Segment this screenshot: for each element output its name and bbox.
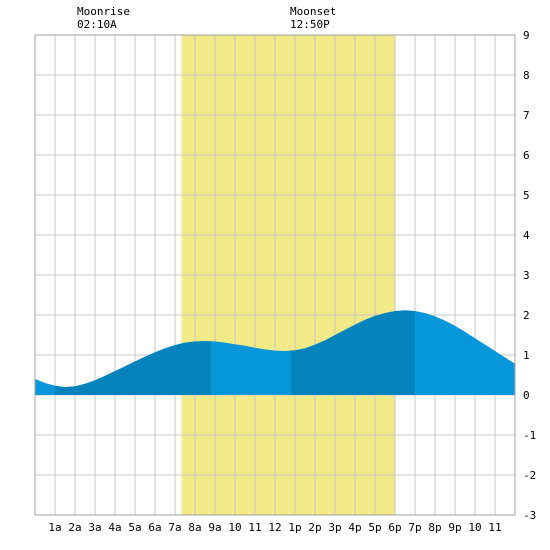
y-tick-label: 7 xyxy=(523,109,530,122)
y-tick-label: 6 xyxy=(523,149,530,162)
x-tick-label: 6a xyxy=(148,521,161,534)
moonset-label: Moonset xyxy=(290,5,336,18)
tide-area-light xyxy=(211,341,291,395)
x-tick-labels: 1a 2a 3a 4a 5a 6a 7a 8a 9a 10 11 12 1p 2p 3p 4p 5p 6p 7p 8p… xyxy=(48,521,501,534)
y-tick-label: 8 xyxy=(523,69,530,82)
moonrise-time: 02:10A xyxy=(77,18,117,31)
x-tick-label: 7a xyxy=(168,521,181,534)
y-tick-label: -3 xyxy=(523,509,536,522)
tide-area-layer xyxy=(35,310,515,395)
x-tick-label: 7p xyxy=(408,521,421,534)
x-tick-label: 9a xyxy=(208,521,221,534)
y-tick-label: 3 xyxy=(523,269,530,282)
tide-area-light xyxy=(415,311,515,395)
tide-area-dark xyxy=(55,341,211,395)
x-tick-label: 11 xyxy=(488,521,501,534)
x-tick-label: 4p xyxy=(348,521,361,534)
y-tick-label: 4 xyxy=(523,229,530,242)
y-tick-label: -2 xyxy=(523,469,536,482)
x-tick-label: 9p xyxy=(448,521,461,534)
moonset-time: 12:50P xyxy=(290,18,330,31)
x-tick-label: 8a xyxy=(188,521,201,534)
x-tick-label: 12 xyxy=(268,521,281,534)
x-tick-label: 10 xyxy=(228,521,241,534)
y-tick-label: 0 xyxy=(523,389,530,402)
x-tick-label: 6p xyxy=(388,521,401,534)
x-tick-label: 4a xyxy=(108,521,121,534)
gridlines xyxy=(34,34,516,516)
y-tick-label: 1 xyxy=(523,349,530,362)
y-tick-label: -1 xyxy=(523,429,536,442)
y-tick-label: 9 xyxy=(523,29,530,42)
x-tick-label: 3p xyxy=(328,521,341,534)
x-tick-label: 5p xyxy=(368,521,381,534)
x-tick-label: 5a xyxy=(128,521,141,534)
y-tick-label: 5 xyxy=(523,189,530,202)
plot-border xyxy=(34,34,516,516)
x-tick-label: 2p xyxy=(308,521,321,534)
x-tick-label: 2a xyxy=(68,521,81,534)
x-tick-label: 8p xyxy=(428,521,441,534)
x-tick-label: 3a xyxy=(88,521,101,534)
x-tick-label: 1a xyxy=(48,521,61,534)
x-tick-label: 11 xyxy=(248,521,261,534)
x-tick-label: 10 xyxy=(468,521,481,534)
tide-area-dark xyxy=(291,310,415,395)
x-tick-label: 1p xyxy=(288,521,301,534)
y-tick-labels: -3 -2 -1 0 1 2 3 4 5 6 7 8 9 xyxy=(523,29,536,522)
tide-area-light xyxy=(35,379,55,395)
y-tick-label: 2 xyxy=(523,309,530,322)
moonrise-label: Moonrise xyxy=(77,5,130,18)
